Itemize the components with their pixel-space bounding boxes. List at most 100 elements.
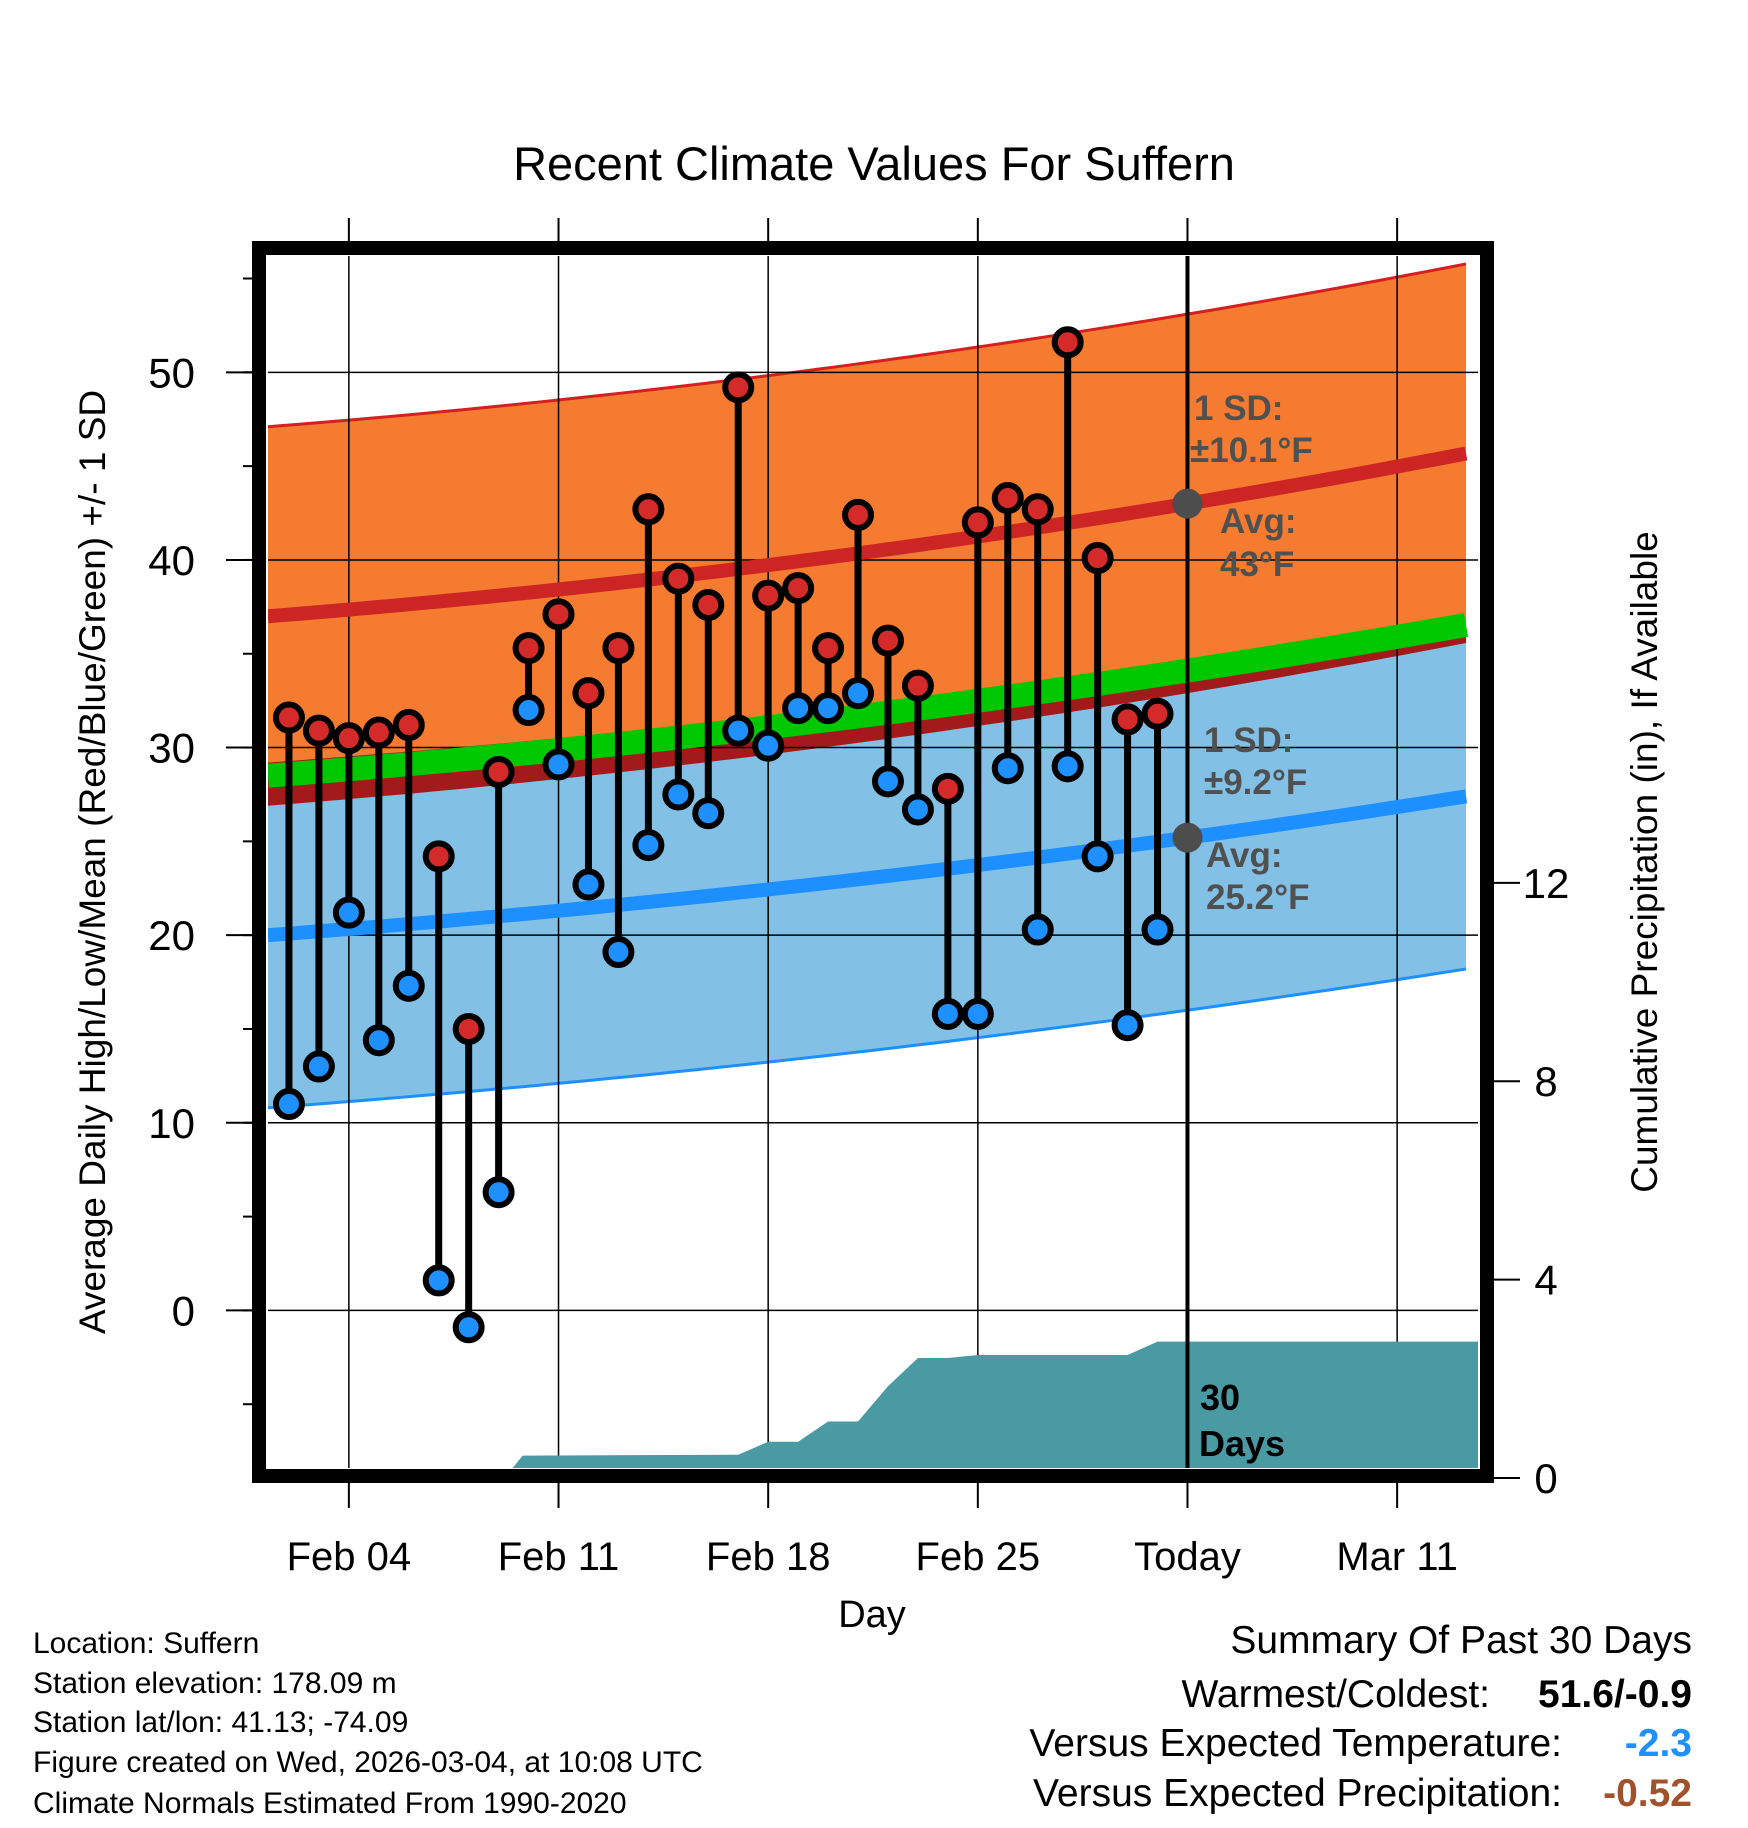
daily-high-point: [452, 1012, 485, 1045]
daily-high-point: [542, 598, 575, 631]
x-tick-label: Feb 18: [706, 1535, 831, 1579]
daily-high-point: [812, 632, 845, 665]
daily-high-point: [961, 506, 994, 539]
footer-normals: Climate Normals Estimated From 1990-2020: [33, 1787, 627, 1820]
high-sd-label: 1 SD:: [1194, 389, 1283, 428]
daily-low-point: [812, 692, 845, 725]
daily-low-point: [272, 1088, 305, 1121]
daily-low-point: [362, 1024, 395, 1057]
mean-normal-line: [268, 613, 1469, 788]
summary-panel: Summary Of Past 30 Days Warmest/Coldest:…: [1029, 1619, 1692, 1815]
daily-high-point: [332, 722, 365, 755]
x-axis-label: Day: [838, 1594, 906, 1636]
daily-low-point: [961, 997, 994, 1030]
y-axis-label: Average Daily High/Low/Mean (Red/Blue/Gr…: [72, 390, 113, 1334]
y-tick-label: 40: [148, 537, 195, 584]
period-number: 30: [1200, 1377, 1240, 1418]
y-tick-label: 30: [148, 725, 195, 772]
daily-high-point: [901, 669, 934, 702]
daily-high-point: [782, 572, 815, 605]
daily-high-point: [572, 677, 605, 710]
daily-high-point: [392, 709, 425, 742]
summary-temp-value: -2.3: [1625, 1722, 1692, 1765]
daily-low-point: [662, 778, 695, 811]
summary-precip-label: Versus Expected Precipitation:: [1033, 1772, 1562, 1815]
daily-high-point: [752, 579, 785, 612]
x-tick-label: Mar 11: [1336, 1535, 1458, 1579]
daily-high-point: [632, 493, 665, 526]
daily-low-point: [302, 1050, 335, 1083]
daily-high-point: [692, 588, 725, 621]
summary-warmest-label: Warmest/Coldest:: [1182, 1673, 1490, 1716]
daily-low-point: [542, 748, 575, 781]
summary-precip-value: -0.52: [1603, 1772, 1692, 1815]
low-avg-label: Avg:: [1206, 836, 1282, 875]
y-tick-label: 0: [172, 1287, 195, 1334]
daily-high-point: [1081, 542, 1114, 575]
daily-high-point: [1021, 493, 1054, 526]
x-tick-label: Feb 11: [498, 1535, 620, 1579]
daily-high-point: [482, 755, 515, 788]
summary-warmest-value: 51.6/-0.9: [1538, 1673, 1692, 1716]
daily-low-point: [572, 868, 605, 901]
daily-low-point: [901, 793, 934, 826]
daily-high-point: [1051, 326, 1084, 359]
low-avg-value: 25.2°F: [1206, 878, 1310, 917]
summary-title: Summary Of Past 30 Days: [1230, 1619, 1692, 1662]
high-sd-value: ±10.1°F: [1190, 431, 1313, 470]
footer-location: Location: Suffern: [33, 1627, 259, 1660]
daily-high-point: [602, 632, 635, 665]
y-tick-label: 10: [148, 1100, 195, 1147]
daily-high-point: [422, 840, 455, 873]
y2-tick-label: 8: [1534, 1058, 1557, 1105]
avg-low-today-marker: [1172, 822, 1203, 853]
plot-frame: [252, 241, 1494, 1483]
y-tick-label: 50: [148, 349, 195, 396]
daily-high-point: [931, 772, 964, 805]
y2-tick-label: 0: [1534, 1455, 1557, 1502]
y2-tick-label: 12: [1523, 860, 1570, 907]
daily-high-point: [842, 498, 875, 531]
daily-low-point: [752, 729, 785, 762]
daily-low-point: [632, 829, 665, 862]
high-avg-value: 43°F: [1220, 545, 1294, 584]
daily-low-point: [1021, 913, 1054, 946]
daily-low-point: [842, 677, 875, 710]
avg-high-today-marker: [1172, 488, 1203, 519]
daily-high-point: [1111, 703, 1144, 736]
x-tick-label: Today: [1134, 1535, 1241, 1579]
footer-created: Figure created on Wed, 2026-03-04, at 10…: [33, 1746, 703, 1779]
daily-low-point: [482, 1176, 515, 1209]
daily-low-point: [332, 896, 365, 929]
daily-low-point: [782, 692, 815, 725]
precip-area: [512, 1341, 1478, 1468]
summary-temp-label: Versus Expected Temperature:: [1029, 1722, 1562, 1765]
daily-high-point: [871, 624, 904, 657]
avg-low-line: [268, 789, 1468, 943]
station-info: Location: Suffern Station elevation: 178…: [33, 1627, 703, 1820]
daily-low-point: [512, 694, 545, 727]
daily-low-point: [392, 969, 425, 1002]
daily-low-point: [991, 752, 1024, 785]
y2-axis-label: Cumulative Precipitation (in), If Availa…: [1624, 531, 1665, 1193]
low-sd-label: 1 SD:: [1204, 721, 1293, 760]
daily-high-point: [722, 371, 755, 404]
x-tick-label: Feb 25: [916, 1535, 1041, 1579]
x-tick-label: Feb 04: [287, 1535, 412, 1579]
high-upper-sd-line: [268, 262, 1467, 429]
y2-tick-label: 4: [1534, 1257, 1557, 1304]
footer-elevation: Station elevation: 178.09 m: [33, 1667, 397, 1700]
daily-low-point: [1081, 840, 1114, 873]
daily-high-point: [362, 716, 395, 749]
daily-low-point: [722, 714, 755, 747]
daily-low-point: [422, 1264, 455, 1297]
daily-low-point: [1111, 1009, 1144, 1042]
daily-low-point: [871, 765, 904, 798]
low-sd-value: ±9.2°F: [1204, 763, 1307, 802]
daily-low-point: [931, 997, 964, 1030]
daily-low-point: [452, 1311, 485, 1344]
daily-high-point: [302, 714, 335, 747]
footer-latlon: Station lat/lon: 41.13; -74.09: [33, 1706, 408, 1739]
daily-high-point: [991, 482, 1024, 515]
